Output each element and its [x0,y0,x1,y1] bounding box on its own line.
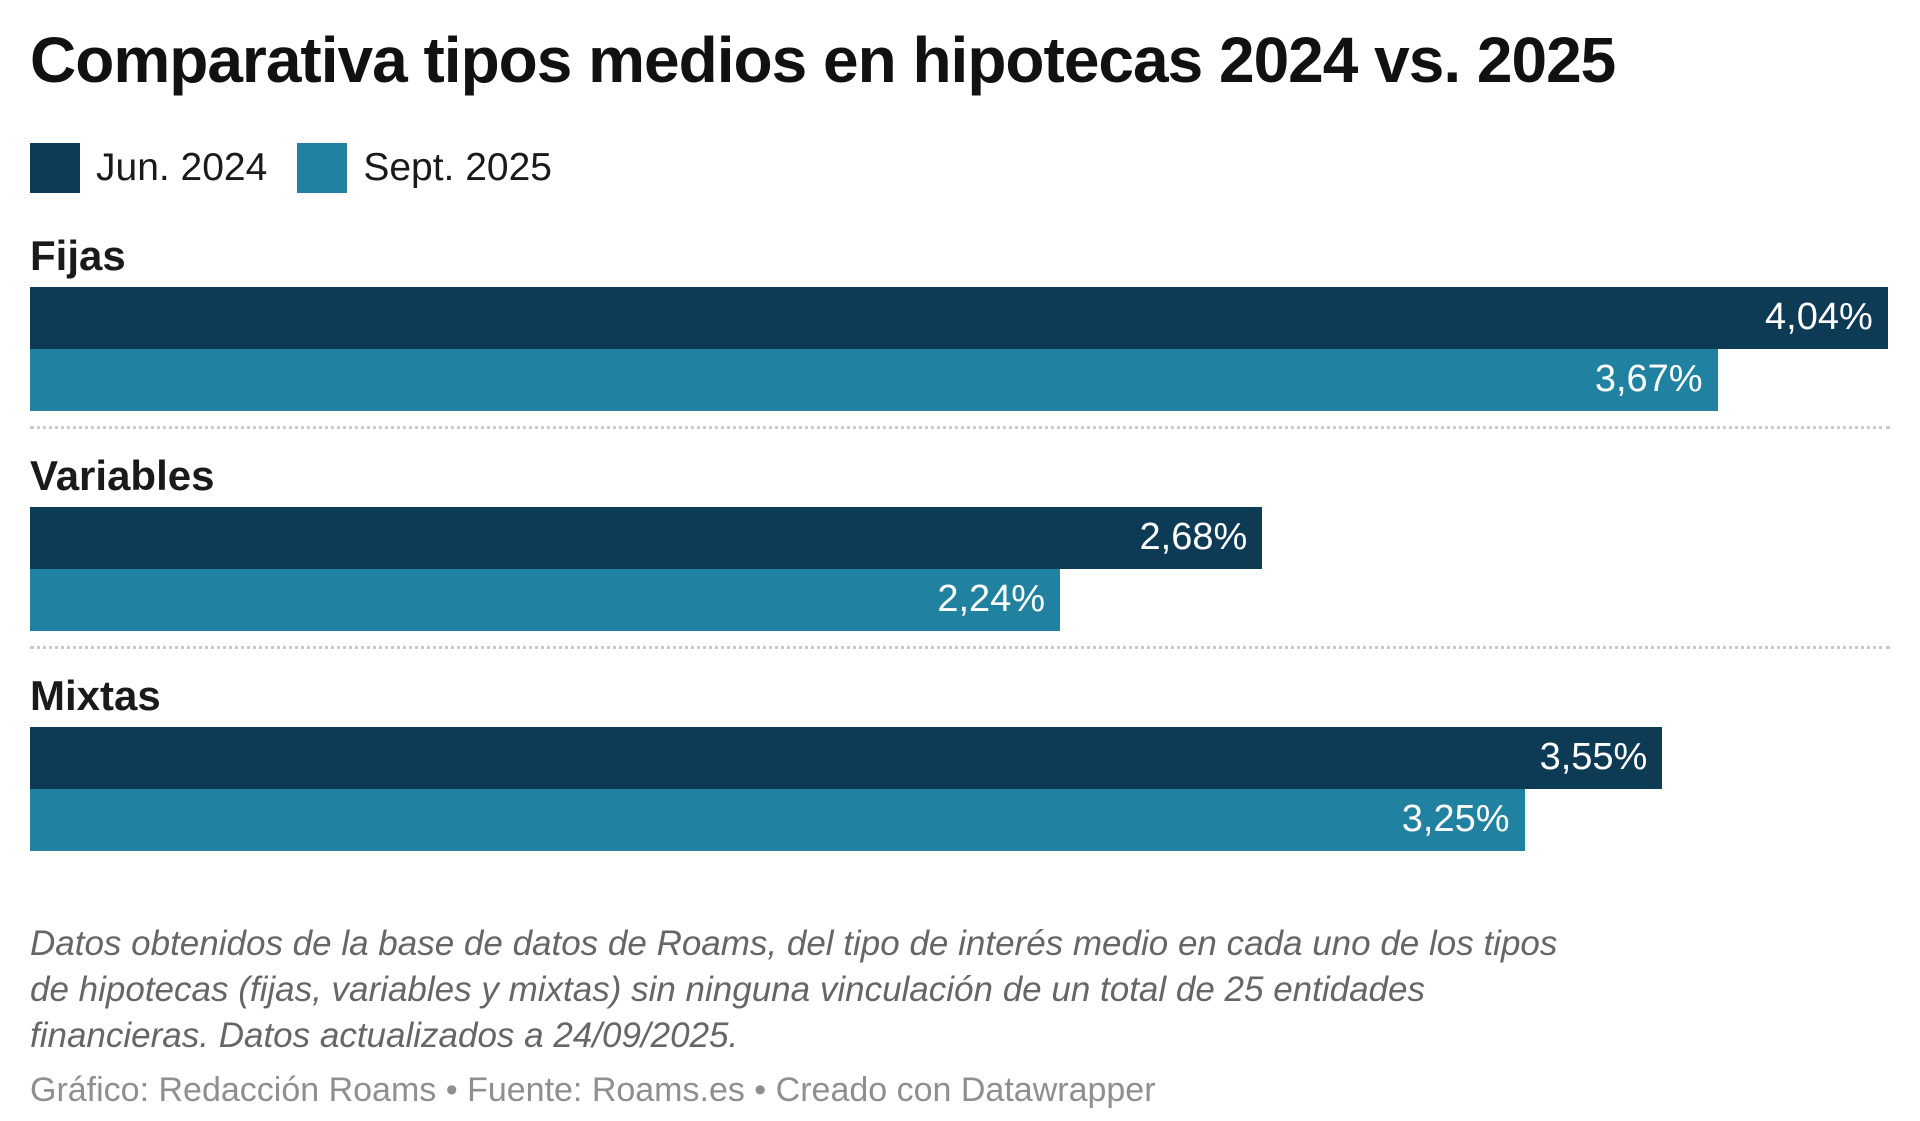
bar-row: 4,04% [30,286,1890,349]
bar-chart: Fijas 4,04% 3,67% Variables 2,68% 2,24% Mixtas… [30,231,1890,866]
bar-value-label: 2,68% [1139,516,1248,559]
legend-label-jun-2024: Jun. 2024 [96,146,268,190]
bar-value-label: 3,67% [1594,358,1703,401]
bar-row: 3,67% [30,348,1890,411]
chart-section-mixtas: Mixtas 3,55% 3,25% [30,645,1890,866]
bar-row: 2,68% [30,506,1890,569]
bar-value-label: 4,04% [1765,296,1873,339]
chart-byline: Gráfico: Redacción Roams • Fuente: Roams… [30,1070,1156,1109]
bar-row: 3,55% [30,726,1890,789]
bar-value-label: 3,25% [1401,798,1510,841]
bar-row: 2,24% [30,568,1890,631]
legend-label-sept-2025: Sept. 2025 [363,146,552,190]
legend-swatch-jun-2024 [30,142,80,193]
category-label-mixtas: Mixtas [30,671,161,719]
chart-section-variables: Variables 2,68% 2,24% [30,425,1890,646]
chart-title: Comparativa tipos medios en hipotecas 20… [30,24,1616,96]
legend: Jun. 2024 Sept. 2025 [30,142,1890,193]
bar-jun-2024-fijas: 4,04% [30,286,1888,349]
legend-swatch-sept-2025 [297,142,348,193]
bar-sept-2025-fijas: 3,67% [30,348,1718,411]
bar-value-label: 3,55% [1539,736,1648,779]
category-label-fijas: Fijas [30,231,126,279]
chart-section-fijas: Fijas 4,04% 3,67% [30,231,1890,426]
bar-sept-2025-mixtas: 3,25% [30,788,1525,851]
bar-jun-2024-mixtas: 3,55% [30,726,1663,789]
legend-item-sept-2025: Sept. 2025 [297,142,552,193]
category-label-variables: Variables [30,451,215,499]
bar-sept-2025-variables: 2,24% [30,568,1061,631]
bar-jun-2024-variables: 2,68% [30,506,1263,569]
chart-notes: Datos obtenidos de la base de datos de R… [30,923,1558,1055]
bar-row: 3,25% [30,788,1890,851]
bar-value-label: 2,24% [937,578,1046,621]
legend-item-jun-2024: Jun. 2024 [30,142,268,193]
